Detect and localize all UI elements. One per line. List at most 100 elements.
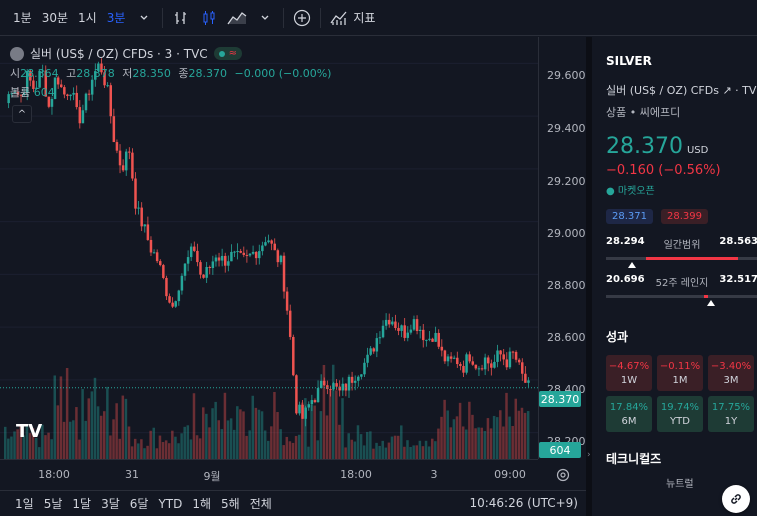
- candle-body: [50, 99, 54, 107]
- chevron-down-icon[interactable]: [133, 7, 155, 29]
- volume-bar: [400, 425, 403, 459]
- volume-bar: [430, 438, 434, 459]
- volume-bar: [177, 443, 180, 459]
- area-chart-icon[interactable]: [226, 7, 248, 29]
- volume-bar: [291, 442, 295, 459]
- candle-body: [193, 246, 196, 251]
- range-5d[interactable]: 5날: [43, 497, 63, 511]
- candle-body: [341, 383, 345, 391]
- candle-body: [418, 329, 422, 332]
- candle-body: [400, 325, 403, 331]
- volume-bar: [223, 392, 227, 459]
- performance-cell-1m[interactable]: −0.11% 1M: [657, 355, 703, 391]
- range-1y[interactable]: 1해: [192, 497, 212, 511]
- ohlc-values: 시28.364 고28.378 저28.350 종28.370 −0.000 (…: [10, 65, 335, 81]
- candle-body: [350, 376, 354, 383]
- volume-bar: [152, 427, 156, 459]
- volume-bar: [106, 386, 109, 459]
- range-6m[interactable]: 6달: [129, 497, 149, 511]
- candle-body: [19, 94, 23, 96]
- range-5y[interactable]: 5해: [221, 497, 240, 511]
- volume-bar: [22, 435, 26, 459]
- candle-body: [100, 63, 103, 73]
- share-link-button[interactable]: [722, 485, 750, 513]
- panel-toggle-icon[interactable]: ›: [587, 450, 591, 460]
- volume-bar: [285, 436, 289, 459]
- interval-1m[interactable]: 1분: [13, 10, 32, 25]
- volume-bar: [483, 430, 487, 459]
- panel-splitter[interactable]: [586, 37, 592, 516]
- candle-body: [524, 373, 527, 383]
- volume-bar: [68, 421, 72, 459]
- bar-chart-icon[interactable]: [170, 7, 192, 29]
- link-icon: [731, 494, 741, 504]
- settings-gear-icon[interactable]: [556, 468, 570, 482]
- range-1m[interactable]: 1달: [72, 497, 92, 511]
- candle-body: [208, 266, 212, 269]
- interval-30m[interactable]: 30분: [41, 10, 68, 25]
- performance-cell-3m[interactable]: −3.40% 3M: [708, 355, 754, 391]
- collapse-legend-button[interactable]: ^: [12, 105, 32, 123]
- performance-cell-ytd[interactable]: 19.74% YTD: [657, 396, 703, 432]
- candles-icon[interactable]: [198, 7, 220, 29]
- range-1d[interactable]: 1일: [15, 497, 34, 511]
- volume-bar: [307, 446, 310, 459]
- performance-cell-6m[interactable]: 17.84% 6M: [606, 396, 652, 432]
- candle-body: [211, 261, 215, 269]
- time-axis[interactable]: 18:00 31 9월 18:00 3 09:00: [0, 459, 538, 489]
- candle-body: [431, 338, 434, 342]
- symbol-name[interactable]: 실버 (US$ / OZ) CFDs: [606, 84, 719, 97]
- performance-cell-1w[interactable]: −4.67% 1W: [606, 355, 652, 391]
- volume-bar: [115, 403, 118, 459]
- range-all[interactable]: 전체: [249, 497, 272, 511]
- candle-body: [440, 346, 444, 351]
- performance-grid: −4.67% 1W −0.11% 1M −3.40% 3M 17.84% 6M 19.74% YT…: [606, 355, 757, 432]
- candle-body: [84, 93, 88, 111]
- volume-bar: [158, 435, 162, 459]
- volume-bar: [90, 391, 94, 459]
- symbol-title[interactable]: 실버 (US$ / OZ) CFDs · 3 · TVC: [30, 47, 208, 61]
- range-3m[interactable]: 3달: [101, 497, 120, 511]
- interval-3m[interactable]: 3분: [106, 10, 126, 25]
- candle-body: [292, 336, 295, 376]
- candle-body: [261, 245, 264, 252]
- interval-1h[interactable]: 1시: [78, 10, 97, 25]
- volume-bar: [192, 393, 196, 459]
- volume-bar: [443, 399, 446, 459]
- candle-body: [94, 71, 97, 80]
- candle-body: [505, 359, 509, 368]
- performance-cell-1y[interactable]: 17.75% 1Y: [708, 396, 754, 432]
- volume-bar: [347, 433, 350, 459]
- technicals-rating: 뉴트럴: [666, 479, 694, 490]
- candle-body: [468, 354, 471, 362]
- candle-body: [115, 142, 119, 151]
- volume-bar: [434, 441, 437, 459]
- volume-bar: [41, 424, 44, 459]
- candle-body: [459, 364, 462, 366]
- technicals-title[interactable]: 테크니컬즈: [606, 452, 662, 466]
- tradingview-logo[interactable]: TV: [16, 421, 43, 442]
- candle-body: [72, 92, 75, 95]
- indicators-icon[interactable]: [328, 7, 350, 29]
- timezone-clock[interactable]: 10:46:26 (UTC+9): [469, 496, 578, 510]
- high-value: 28.378: [76, 67, 115, 80]
- chevron-down-icon[interactable]: [254, 7, 276, 29]
- volume-bar: [297, 434, 301, 459]
- external-link-icon[interactable]: ↗: [722, 84, 732, 97]
- x-tick: 18:00: [340, 468, 372, 481]
- volume-bar: [87, 398, 91, 459]
- indicators-button[interactable]: 지표: [353, 10, 376, 25]
- volume-bar: [480, 427, 483, 459]
- volume-bar: [409, 446, 412, 459]
- candle-body: [378, 337, 382, 339]
- market-status-badge[interactable]: ≈: [213, 47, 243, 60]
- volume-bar: [514, 398, 518, 459]
- symbol-category: 상품 • 씨에프디: [606, 106, 681, 119]
- candle-body: [103, 72, 106, 86]
- range-ytd[interactable]: YTD: [158, 496, 183, 511]
- volume-bar: [217, 420, 220, 459]
- chart-area[interactable]: 실버 (US$ / OZ) CFDs · 3 · TVC ≈ 시28.364 고…: [0, 37, 586, 489]
- add-compare-icon[interactable]: [291, 7, 313, 29]
- candle-body: [233, 251, 236, 253]
- symbol-ticker[interactable]: SILVER: [606, 54, 652, 68]
